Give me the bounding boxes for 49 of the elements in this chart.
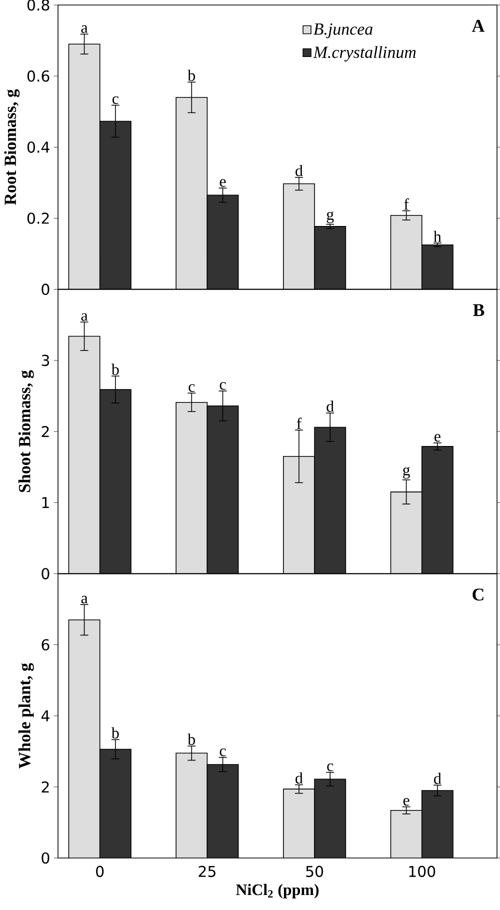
y-tick-label: 0 [42, 568, 50, 580]
data-label: b [188, 734, 196, 745]
data-label: g [326, 211, 334, 224]
x-tick-label: 25 [198, 866, 216, 878]
data-label: f [296, 418, 302, 429]
y-axis-title: Whole plant, g [18, 663, 34, 769]
data-label: f [404, 198, 409, 210]
data-label: d [296, 772, 303, 784]
data-label: a [81, 25, 88, 33]
data-label: e [434, 434, 440, 442]
annotation: C [472, 588, 484, 601]
y-tick-label: 0 [42, 284, 50, 295]
data-label: d [326, 400, 334, 412]
data-label: a [81, 596, 88, 604]
y-tick-label: 4 [41, 710, 50, 722]
data-label: d [434, 772, 442, 784]
data-label: c [220, 382, 226, 390]
annotation: B [473, 304, 484, 316]
y-tick-label: 0.4 [27, 142, 50, 153]
y-tick-label: 0 [42, 852, 50, 864]
y-axis-title: Shoot Biomass, g [18, 370, 34, 492]
data-label: c [220, 748, 226, 756]
y-tick-label: 0.2 [27, 212, 49, 224]
data-label: b [188, 70, 196, 81]
annotation: A [472, 20, 485, 32]
x-tick-label: 0 [96, 866, 104, 878]
legend-label: B.juncea [314, 23, 372, 38]
data-label: c [112, 96, 118, 104]
y-axis-title: Root Biomass, g [4, 89, 20, 205]
y-tick-label: 3 [42, 354, 50, 366]
y-tick-label: 2 [42, 426, 49, 438]
data-label: d [296, 164, 303, 176]
legend-label: M.crystallinum [313, 46, 416, 62]
data-label: c [327, 763, 334, 772]
data-label: h [434, 230, 442, 242]
data-label: c [188, 384, 195, 392]
data-label: g [403, 467, 410, 479]
y-tick-label: 0.6 [27, 70, 50, 82]
data-label: e [403, 798, 410, 806]
x-tick-label: 50 [306, 866, 324, 878]
y-tick-label: 6 [42, 639, 50, 650]
y-tick-label: 1 [42, 497, 49, 508]
y-tick-label: 2 [42, 781, 49, 792]
x-axis-title: NiCl$_{2}$ (ppm) [236, 884, 319, 898]
data-label: a [81, 313, 88, 321]
data-label: b [111, 727, 119, 738]
data-label: b [111, 364, 119, 375]
x-tick-label: 100 [409, 866, 436, 878]
data-label: e [220, 179, 226, 187]
